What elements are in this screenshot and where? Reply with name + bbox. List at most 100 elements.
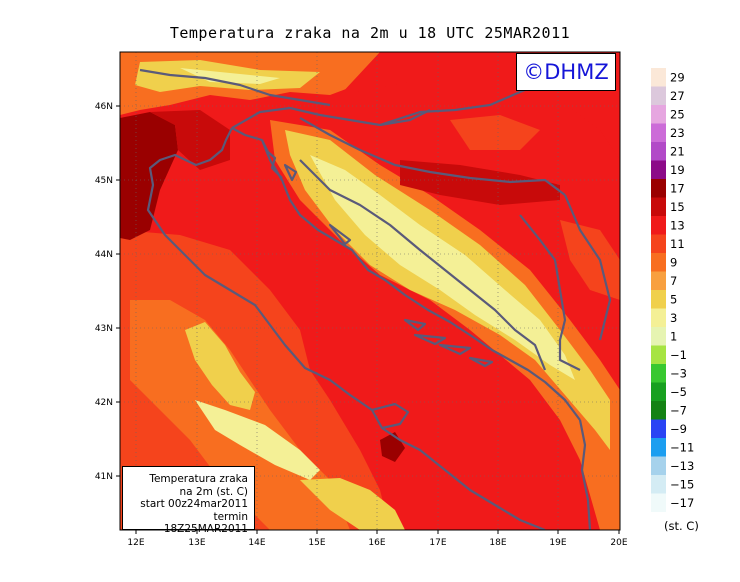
legend-swatch xyxy=(651,68,666,87)
bosnia-border xyxy=(299,159,547,371)
legend-swatch xyxy=(651,271,666,290)
legend-label: 23 xyxy=(670,126,685,140)
croatia-coast xyxy=(231,127,581,421)
legend-swatch xyxy=(651,142,666,161)
legend-label: 19 xyxy=(670,163,685,177)
map-title: Temperatura zraka na 2m u 18 UTC 25MAR20… xyxy=(169,24,571,42)
slovenia-border xyxy=(231,106,431,129)
legend-swatch xyxy=(651,382,666,401)
legend-label: 1 xyxy=(670,329,677,343)
inland-border xyxy=(519,214,581,371)
legend-swatch xyxy=(651,105,666,124)
lat-labels: 46N 45N 44N 43N 42N 41N xyxy=(95,102,113,482)
legend-label: −7 xyxy=(670,403,687,417)
lat-label: 44N xyxy=(95,250,113,260)
island-korcula xyxy=(438,343,472,356)
coastlines xyxy=(139,60,612,530)
legend-label: 3 xyxy=(670,311,677,325)
island-mljet xyxy=(468,356,494,368)
color-legend: 29 27 25 23 21 19 17 15 13 11 9 7 5 3 1 −1 −3 −5 −7 −9 −11 −1… xyxy=(651,68,699,533)
legend-label: 5 xyxy=(670,292,677,306)
legend-label: 29 xyxy=(670,70,685,84)
island-krk xyxy=(283,163,298,182)
legend-unit: (st. C) xyxy=(664,519,699,533)
legend-swatch xyxy=(651,86,666,105)
legend-swatch xyxy=(651,493,666,512)
info-line: termin 18Z25MAR2011 xyxy=(163,510,248,536)
legend-label: −17 xyxy=(670,496,694,510)
legend-swatch xyxy=(651,345,666,364)
field-light-south2 xyxy=(300,478,405,530)
lon-label: 18E xyxy=(489,538,506,548)
serbia-border xyxy=(563,194,612,341)
lon-label: 16E xyxy=(368,538,385,548)
legend-label: 11 xyxy=(670,237,685,251)
legend-swatch xyxy=(651,401,666,420)
lat-label: 41N xyxy=(95,472,113,482)
field-light-south xyxy=(195,400,320,480)
legend-swatch xyxy=(651,308,666,327)
legend-label: −13 xyxy=(670,459,694,473)
legend-swatch xyxy=(651,197,666,216)
legend-swatch xyxy=(651,216,666,235)
legend-label: 21 xyxy=(670,144,685,158)
lon-label: 17E xyxy=(429,538,446,548)
lon-label: 14E xyxy=(248,538,265,548)
legend-swatch xyxy=(651,438,666,457)
legend-label: 27 xyxy=(670,89,685,103)
legend-label: −11 xyxy=(670,440,694,454)
legend-swatch xyxy=(651,456,666,475)
legend-label: 9 xyxy=(670,255,677,269)
legend-swatch xyxy=(651,160,666,179)
island-hvar xyxy=(413,333,447,346)
albania-coast xyxy=(578,419,592,530)
lon-label: 12E xyxy=(127,538,144,548)
field-light-apennines xyxy=(185,322,255,410)
gargano xyxy=(371,402,410,430)
lat-label: 45N xyxy=(95,176,113,186)
legend-label: −1 xyxy=(670,348,687,362)
legend-swatch xyxy=(651,179,666,198)
legend-label: −15 xyxy=(670,477,694,491)
field-pannonian-dark xyxy=(400,160,560,205)
croatia-north-border xyxy=(299,117,566,196)
info-line: start 00z24mar2011 xyxy=(140,498,248,510)
axis-ticks xyxy=(116,105,620,534)
field-po-mid xyxy=(150,110,230,170)
legend-label: 17 xyxy=(670,181,685,195)
lon-label: 20E xyxy=(610,538,627,548)
legend-label: −5 xyxy=(670,385,687,399)
istria xyxy=(261,139,283,179)
lat-label: 42N xyxy=(95,398,113,408)
legend-swatch xyxy=(651,327,666,346)
island-dugi xyxy=(328,223,352,246)
alps-border xyxy=(139,68,331,107)
legend-swatch xyxy=(651,290,666,309)
info-line: Temperatura zraka xyxy=(149,473,248,485)
lon-label: 19E xyxy=(549,538,566,548)
legend-label: 13 xyxy=(670,218,685,232)
legend-swatch xyxy=(651,475,666,494)
info-line: na 2m (st. C) xyxy=(179,485,248,498)
legend-swatch xyxy=(651,419,666,438)
info-box: Temperatura zraka na 2m (st. C) start 00… xyxy=(122,466,255,535)
legend-label: −3 xyxy=(670,366,687,380)
legend-label: 15 xyxy=(670,200,685,214)
field-po-dark xyxy=(120,112,178,240)
legend-label: −9 xyxy=(670,422,687,436)
lon-labels: 12E 13E 14E 15E 16E 17E 18E 19E 20E xyxy=(127,538,627,548)
legend-swatch xyxy=(651,364,666,383)
legend-label: 25 xyxy=(670,107,685,121)
lon-label: 15E xyxy=(308,538,325,548)
plot-frame xyxy=(119,51,621,531)
legend-label: 7 xyxy=(670,274,677,288)
lat-label: 43N xyxy=(95,324,113,334)
legend-swatch xyxy=(651,253,666,272)
legend-swatch xyxy=(651,234,666,253)
island-brac xyxy=(403,318,427,332)
lon-label: 13E xyxy=(188,538,205,548)
italy-east-coast xyxy=(146,127,546,530)
legend-swatch xyxy=(651,123,666,142)
field-orange-ne xyxy=(450,115,540,150)
